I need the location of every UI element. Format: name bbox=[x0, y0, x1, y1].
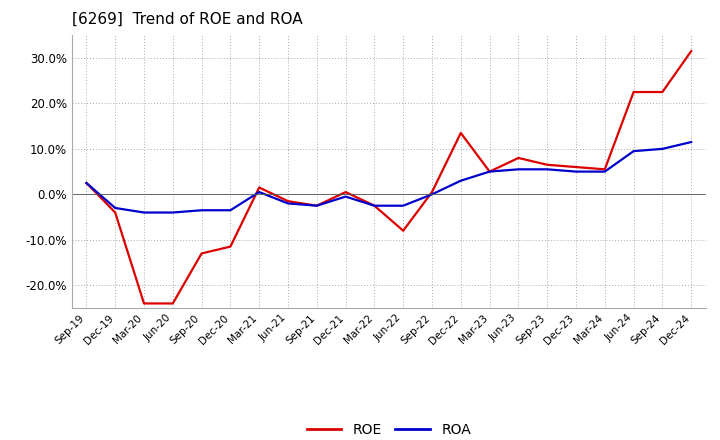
ROA bbox=[629, 149, 638, 154]
Text: [6269]  Trend of ROE and ROA: [6269] Trend of ROE and ROA bbox=[72, 12, 302, 27]
ROE bbox=[399, 228, 408, 233]
ROE bbox=[111, 210, 120, 215]
ROE bbox=[341, 189, 350, 194]
ROE bbox=[312, 203, 321, 209]
ROE bbox=[687, 48, 696, 54]
ROA bbox=[543, 167, 552, 172]
ROA bbox=[255, 189, 264, 194]
ROA bbox=[485, 169, 494, 174]
ROA bbox=[140, 210, 148, 215]
ROE bbox=[600, 167, 609, 172]
ROA bbox=[658, 146, 667, 151]
Line: ROE: ROE bbox=[86, 51, 691, 304]
ROA bbox=[399, 203, 408, 209]
ROE bbox=[629, 89, 638, 95]
ROE bbox=[543, 162, 552, 167]
ROE bbox=[197, 251, 206, 256]
ROE bbox=[82, 180, 91, 186]
Line: ROA: ROA bbox=[86, 142, 691, 213]
ROE bbox=[428, 189, 436, 194]
ROA bbox=[572, 169, 580, 174]
ROA bbox=[370, 203, 379, 209]
ROE bbox=[255, 185, 264, 190]
ROE bbox=[168, 301, 177, 306]
ROE bbox=[658, 89, 667, 95]
ROA bbox=[341, 194, 350, 199]
ROE bbox=[284, 198, 292, 204]
ROE bbox=[456, 130, 465, 136]
ROA bbox=[428, 192, 436, 197]
ROA bbox=[312, 203, 321, 209]
ROA bbox=[197, 208, 206, 213]
ROA bbox=[226, 208, 235, 213]
ROA bbox=[284, 201, 292, 206]
ROA bbox=[456, 178, 465, 183]
ROE bbox=[485, 169, 494, 174]
ROE bbox=[514, 155, 523, 161]
ROE bbox=[370, 203, 379, 209]
Legend: ROE, ROA: ROE, ROA bbox=[301, 418, 477, 440]
ROE bbox=[140, 301, 148, 306]
ROA bbox=[687, 139, 696, 145]
ROE bbox=[226, 244, 235, 249]
ROA bbox=[82, 180, 91, 186]
ROA bbox=[168, 210, 177, 215]
ROA bbox=[514, 167, 523, 172]
ROE bbox=[572, 165, 580, 170]
ROA bbox=[111, 205, 120, 211]
ROA bbox=[600, 169, 609, 174]
